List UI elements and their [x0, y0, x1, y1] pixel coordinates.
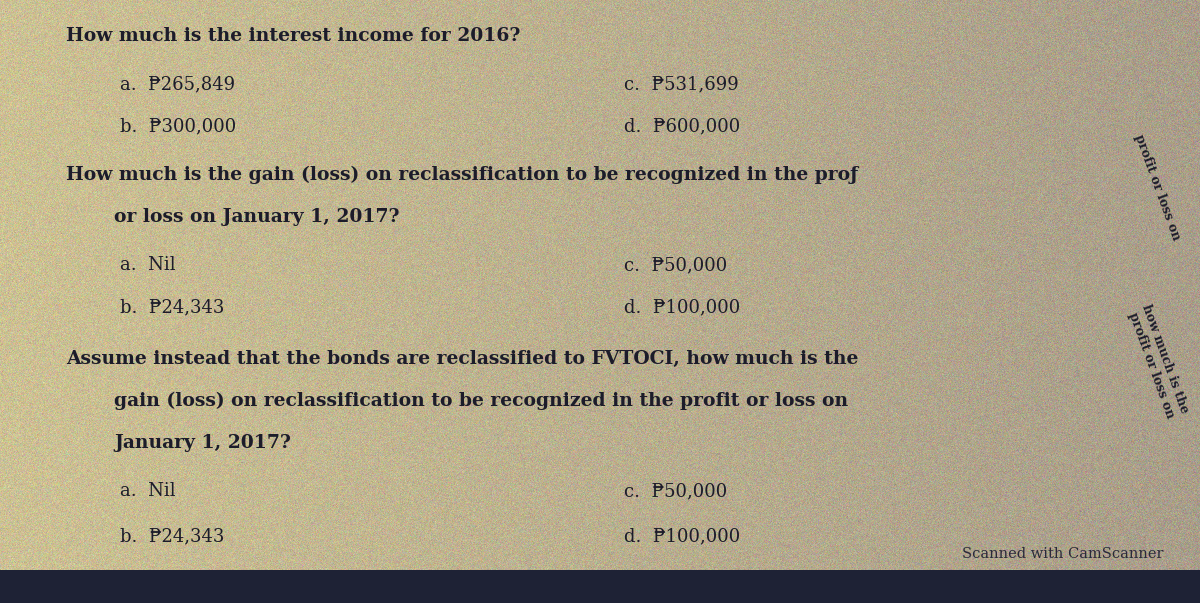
Text: gain (loss) on reclassification to be recognized in the profit or loss on: gain (loss) on reclassification to be re… [114, 392, 848, 410]
Text: How much is the interest income for 2016?: How much is the interest income for 2016… [66, 27, 521, 45]
FancyBboxPatch shape [0, 570, 1200, 603]
Text: d.  ₱600,000: d. ₱600,000 [624, 118, 740, 136]
Text: a.  Nil: a. Nil [120, 482, 175, 500]
Text: how much is the
profit or loss on: how much is the profit or loss on [1124, 303, 1190, 421]
Text: How much is the gain (loss) on reclassification to be recognized in the proƒ: How much is the gain (loss) on reclassif… [66, 166, 858, 184]
Text: c.  ₱50,000: c. ₱50,000 [624, 256, 727, 274]
Text: January 1, 2017?: January 1, 2017? [114, 434, 290, 452]
Text: c.  ₱531,699: c. ₱531,699 [624, 75, 739, 93]
Text: or loss on January 1, 2017?: or loss on January 1, 2017? [114, 208, 400, 226]
Text: b.  ₱300,000: b. ₱300,000 [120, 118, 236, 136]
Text: a.  Nil: a. Nil [120, 256, 175, 274]
Text: d.  ₱100,000: d. ₱100,000 [624, 298, 740, 317]
Text: a.  ₱265,849: a. ₱265,849 [120, 75, 235, 93]
Text: c.  ₱50,000: c. ₱50,000 [624, 482, 727, 500]
Text: profit or loss on: profit or loss on [1132, 132, 1182, 242]
Text: Assume instead that the bonds are reclassified to FVTOCI, how much is the: Assume instead that the bonds are reclas… [66, 350, 858, 368]
Text: d.  ₱100,000: d. ₱100,000 [624, 528, 740, 546]
Text: b.  ₱24,343: b. ₱24,343 [120, 298, 224, 317]
Text: Scanned with CamScanner: Scanned with CamScanner [962, 547, 1164, 561]
Text: b.  ₱24,343: b. ₱24,343 [120, 528, 224, 546]
